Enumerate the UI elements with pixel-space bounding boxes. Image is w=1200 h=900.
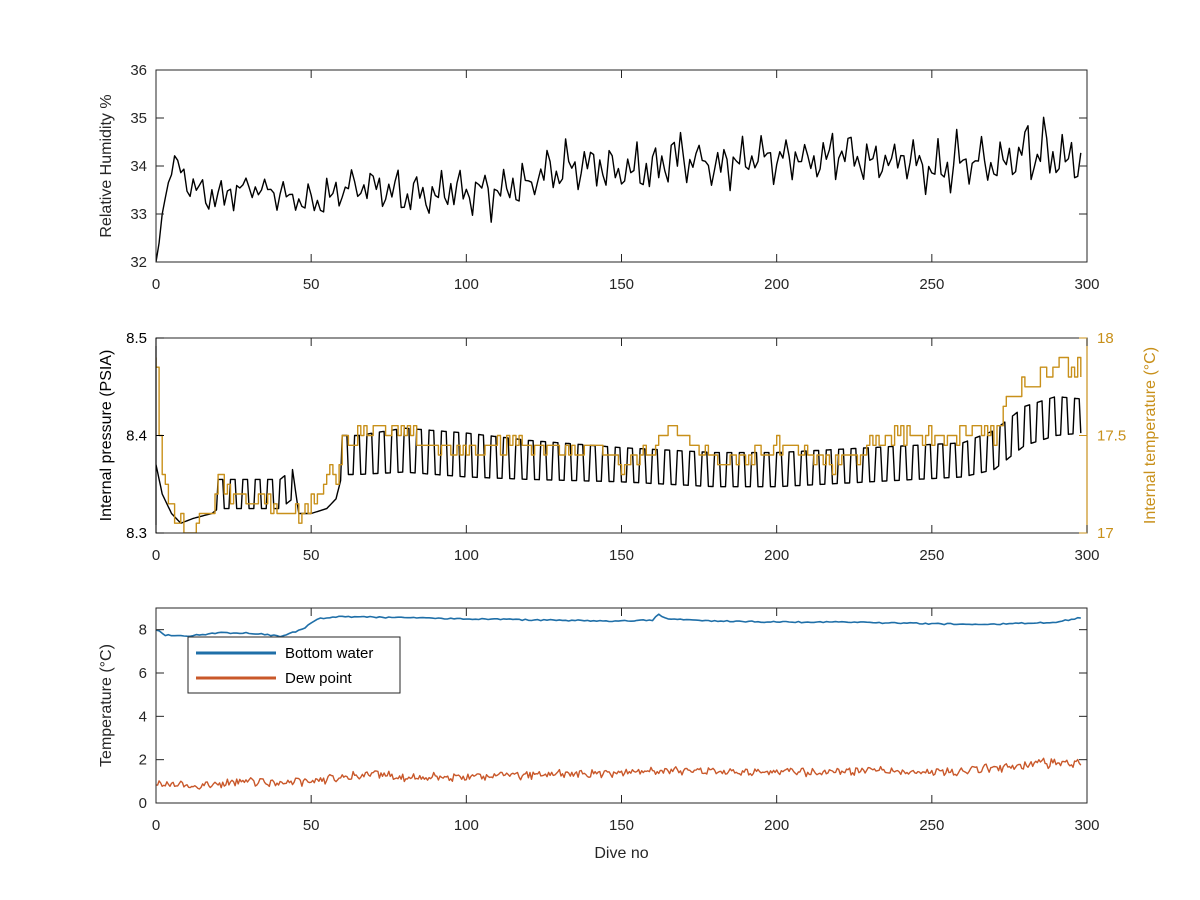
y-right-tick-label: 17.5	[1097, 428, 1126, 445]
y-tick-label: 0	[139, 795, 147, 812]
y-tick-label: 35	[130, 110, 147, 127]
legend-box	[187, 636, 401, 694]
x-tick-label: 150	[609, 817, 634, 834]
x-tick-label: 0	[152, 276, 160, 293]
y-axis-label-right: Internal temperature (°C)	[1142, 347, 1159, 524]
series-line-1-1	[156, 356, 1082, 533]
x-tick-label: 300	[1074, 276, 1099, 293]
y-axis-label: Relative Humidity %	[98, 94, 115, 237]
y-right-tick-label: 17	[1097, 525, 1114, 542]
x-tick-label: 50	[303, 276, 320, 293]
subplot-temperature: 0 50 100 150 200 250 300 0 2 4 6 8 Temperature (°C) D…	[98, 607, 1100, 862]
x-tick-label: 0	[152, 817, 160, 834]
x-tick-label: 100	[454, 817, 479, 834]
x-tick-label: 250	[919, 547, 944, 564]
x-tick-label: 50	[303, 547, 320, 564]
y-axis-label: Internal pressure (PSIA)	[98, 350, 115, 522]
x-tick-label: 200	[764, 817, 789, 834]
y-tick-label: 8.5	[126, 330, 147, 347]
y-tick-label: 8.3	[126, 525, 147, 542]
series-line-2-1	[156, 757, 1082, 790]
y-axis-label: Temperature (°C)	[98, 644, 115, 767]
y-tick-label: 33	[130, 206, 147, 223]
y-tick-label: 4	[139, 708, 147, 725]
x-tick-label: 200	[764, 276, 789, 293]
subplot-pressure-temperature: 0 50 100 150 200 250 300 8.3 8.4 8.5 17 17.5 18 Inter…	[98, 330, 1159, 564]
y-tick-label: 6	[139, 665, 147, 682]
y-tick-label: 8	[139, 622, 147, 639]
x-axis-label: Dive no	[594, 845, 648, 862]
y-tick-label: 34	[130, 158, 147, 175]
x-tick-label: 0	[152, 547, 160, 564]
subplot-humidity: 0 50 100 150 200 250 300 32 33 34 35 36 Relative Hum…	[98, 62, 1100, 293]
series-line-0-0	[156, 116, 1082, 262]
x-tick-label: 250	[919, 276, 944, 293]
x-tick-label: 150	[609, 276, 634, 293]
x-tick-label: 50	[303, 817, 320, 834]
legend: Bottom water Dew point	[187, 636, 401, 694]
legend-label: Dew point	[285, 670, 353, 687]
x-tick-label: 100	[454, 547, 479, 564]
y-tick-label: 2	[139, 752, 147, 769]
y-right-tick-label: 18	[1097, 330, 1114, 347]
x-tick-label: 150	[609, 547, 634, 564]
x-tick-label: 200	[764, 547, 789, 564]
legend-label: Bottom water	[285, 645, 373, 662]
x-tick-label: 250	[919, 817, 944, 834]
series-line-2-0	[156, 613, 1081, 638]
y-tick-label: 36	[130, 62, 147, 79]
y-tick-label: 8.4	[126, 428, 147, 445]
x-tick-label: 300	[1074, 547, 1099, 564]
x-tick-label: 300	[1074, 817, 1099, 834]
x-tick-label: 100	[454, 276, 479, 293]
y-tick-label: 32	[130, 254, 147, 271]
